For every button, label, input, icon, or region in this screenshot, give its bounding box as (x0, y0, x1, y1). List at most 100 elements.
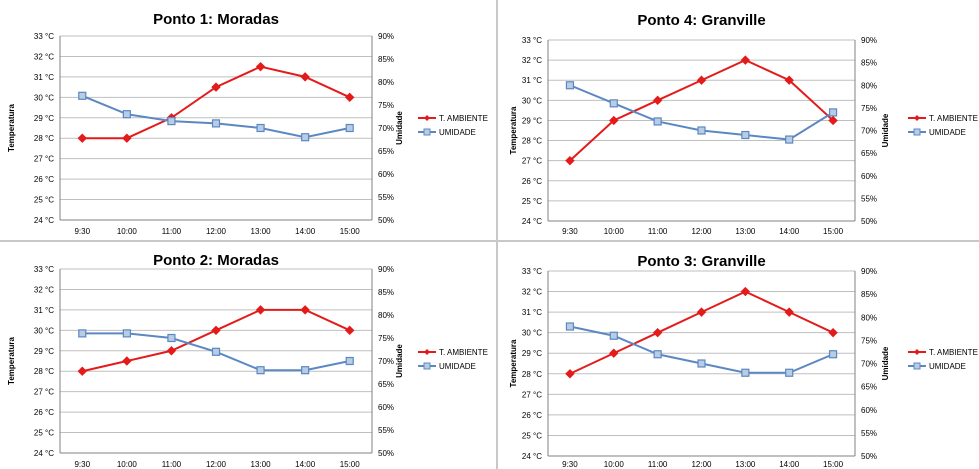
y2-axis-title: Umidade (881, 346, 890, 380)
y2-tick-label: 80% (861, 81, 877, 90)
chart-ponto-4: Ponto 4: Granville 24 °C 25 °C 26 °C 27 °C 28… (509, 12, 978, 236)
y-tick-label: 30 °C (522, 329, 542, 338)
vertical-divider (496, 0, 498, 469)
x-tick-label: 9:30 (562, 460, 578, 469)
y2-tick-label: 60% (378, 170, 394, 179)
data-point-umidade (122, 110, 131, 119)
y2-tick-label: 50% (378, 449, 394, 458)
data-point-t-ambiente (345, 92, 355, 103)
chart-title: Ponto 3: Granville (637, 253, 765, 270)
data-point-t-ambiente (122, 133, 132, 143)
y2-axis-title: Umidade (395, 111, 404, 145)
chart-panel-ponto-3: Ponto 3: Granville 24 °C 25 °C 26 °C 27 °C 28… (498, 242, 979, 469)
y2-tick-label: 85% (378, 55, 394, 64)
y2-tick-label: 65% (378, 380, 394, 389)
chart-panel-ponto-4: Ponto 4: Granville 24 °C 25 °C 26 °C 27 °C 28… (498, 0, 979, 240)
legend-label: T. AMBIENTE (439, 114, 488, 123)
y2-tick-label: 55% (861, 194, 877, 203)
data-point-umidade (741, 130, 750, 140)
y-tick-label: 25 °C (34, 196, 54, 205)
data-point-t-ambiente (77, 366, 87, 376)
data-point-t-ambiente (652, 327, 663, 338)
legend-marker-umidade (423, 362, 431, 370)
x-tick-label: 14:00 (295, 227, 316, 236)
legend-marker-umidade (913, 128, 921, 136)
x-tick-label: 10:00 (117, 460, 138, 469)
y2-tick-label: 90% (378, 32, 394, 41)
data-point-umidade (211, 347, 221, 356)
data-point-t-ambiente (828, 327, 838, 338)
x-tick-label: 10:00 (117, 227, 138, 236)
data-point-t-ambiente (696, 75, 707, 85)
chart-panel-ponto-2: Ponto 2: Moradas 24 °C 25 °C 26 °C 27 °C 28 °… (0, 242, 496, 469)
data-point-umidade (609, 99, 618, 108)
legend-marker-umidade (423, 128, 431, 136)
y2-tick-label: 85% (861, 290, 877, 299)
y-tick-label: 33 °C (34, 32, 54, 41)
legend-label: T. AMBIENTE (439, 348, 488, 357)
data-point-t-ambiente (784, 75, 794, 85)
y-tick-label: 30 °C (34, 326, 54, 335)
data-point-t-ambiente (609, 115, 619, 126)
y2-tick-label: 65% (378, 147, 394, 156)
data-point-umidade (828, 108, 838, 117)
legend-label: UMIDADE (439, 128, 476, 137)
y-tick-label: 26 °C (34, 175, 54, 184)
legend-label: UMIDADE (929, 128, 966, 137)
y2-tick-label: 85% (378, 288, 394, 297)
legend-label: T. AMBIENTE (929, 348, 978, 357)
y2-tick-label: 55% (861, 429, 877, 438)
legend-marker-t-ambiente (914, 115, 920, 121)
y-tick-label: 25 °C (34, 429, 54, 438)
y-tick-label: 29 °C (34, 347, 54, 356)
x-tick-label: 15:00 (823, 227, 844, 236)
data-point-umidade (828, 350, 838, 359)
data-point-umidade (345, 356, 354, 366)
y2-tick-label: 50% (861, 217, 877, 226)
data-point-umidade (785, 135, 794, 144)
y-tick-label: 29 °C (522, 349, 542, 358)
y2-tick-label: 65% (861, 149, 877, 158)
y-axis-title: Temperatura (7, 104, 16, 152)
legend-label: UMIDADE (929, 362, 966, 371)
legend-marker-t-ambiente (914, 349, 920, 355)
x-tick-label: 12:00 (206, 460, 227, 469)
chart-ponto-2: Ponto 2: Moradas 24 °C 25 °C 26 °C 27 °C 28 °… (7, 252, 488, 469)
data-point-umidade (122, 329, 131, 338)
y2-tick-label: 90% (861, 267, 877, 276)
y2-tick-label: 60% (861, 406, 877, 415)
y2-tick-label: 70% (378, 357, 394, 366)
x-tick-label: 13:00 (251, 227, 272, 236)
legend-marker-t-ambiente (424, 349, 430, 355)
data-point-t-ambiente (784, 307, 794, 317)
y-tick-label: 28 °C (34, 367, 54, 376)
y-tick-label: 26 °C (522, 177, 542, 186)
data-point-t-ambiente (211, 325, 221, 336)
horizontal-divider (0, 240, 979, 242)
x-tick-label: 14:00 (295, 460, 316, 469)
y-tick-label: 24 °C (34, 449, 54, 458)
data-point-t-ambiente (77, 133, 87, 143)
data-point-umidade (78, 329, 87, 338)
x-tick-label: 11:00 (648, 227, 668, 236)
x-tick-label: 15:00 (340, 460, 361, 469)
data-point-umidade (697, 126, 706, 135)
y-tick-label: 27 °C (522, 157, 542, 166)
y-tick-label: 31 °C (522, 308, 542, 317)
y2-tick-label: 50% (861, 452, 877, 461)
data-point-umidade (653, 117, 662, 126)
chart-title: Ponto 2: Moradas (153, 252, 279, 269)
chart-panel-ponto-1: Ponto 1: Moradas 24 °C 25 °C 26 °C 27 °C 28 °… (0, 0, 496, 240)
y2-tick-label: 80% (378, 311, 394, 320)
x-tick-label: 9:30 (74, 460, 90, 469)
y2-tick-label: 80% (861, 313, 877, 322)
y-tick-label: 25 °C (522, 431, 542, 440)
x-tick-label: 9:30 (74, 227, 90, 236)
y2-tick-label: 70% (861, 360, 877, 369)
y-tick-label: 33 °C (34, 265, 54, 274)
data-point-t-ambiente (828, 115, 838, 126)
y2-tick-label: 65% (861, 383, 877, 392)
data-point-umidade (167, 333, 176, 343)
x-tick-label: 14:00 (779, 227, 800, 236)
y-tick-label: 31 °C (522, 76, 542, 85)
